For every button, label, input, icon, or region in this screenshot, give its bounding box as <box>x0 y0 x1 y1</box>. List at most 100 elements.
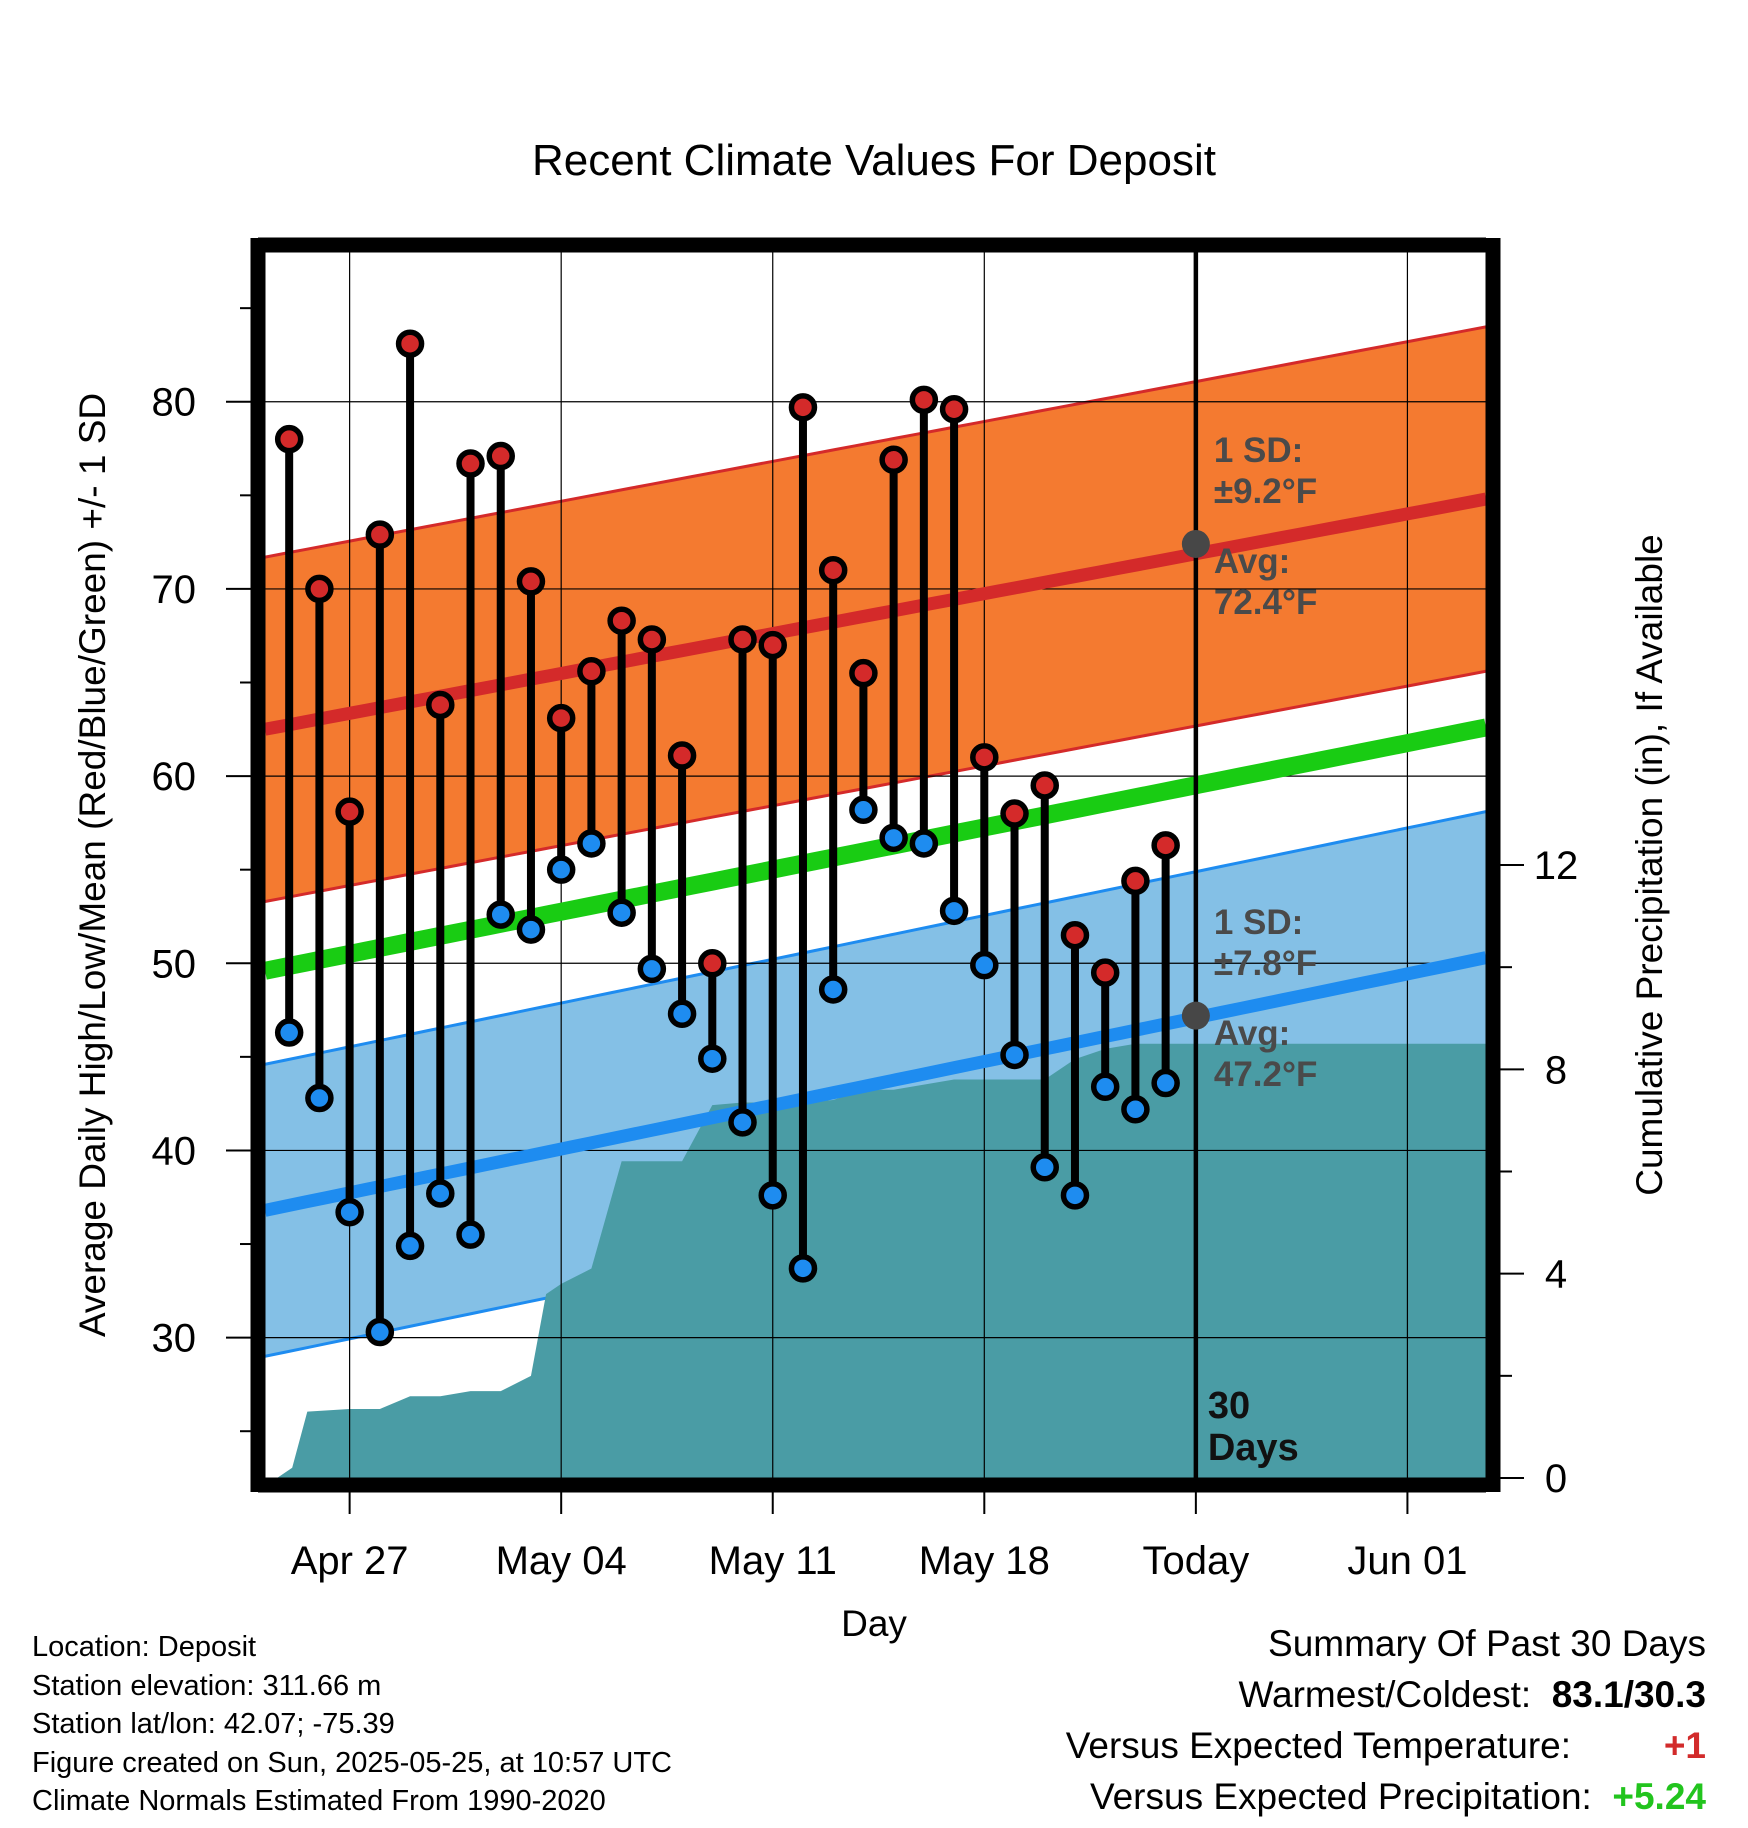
temp-label: Versus Expected Temperature: <box>1065 1725 1571 1766</box>
observed-low-point-25 <box>1000 1040 1029 1070</box>
observed-low-point-2 <box>305 1083 334 1113</box>
observed-low-point-16 <box>728 1108 757 1137</box>
observed-high-point-12 <box>607 606 636 635</box>
y-tick-label-50: 50 <box>152 942 197 986</box>
observed-high-point-16 <box>728 625 757 654</box>
chart-title: Recent Climate Values For Deposit <box>532 136 1216 185</box>
high-avg-marker <box>1181 529 1210 558</box>
observed-high-point-18 <box>788 393 818 422</box>
observed-low-point-24 <box>970 950 999 980</box>
warmest-value: 83.1/30.3 <box>1551 1674 1706 1715</box>
observed-low-point-4 <box>365 1317 395 1347</box>
observed-low-point-8 <box>486 900 515 929</box>
observed-low-point-29 <box>1121 1095 1150 1124</box>
observed-high-point-23 <box>939 394 969 424</box>
x-tick-label-34: May 04 <box>496 1539 627 1583</box>
high-avg-label: Avg: <box>1214 542 1290 581</box>
precip-cumulative-area <box>265 1043 1486 1478</box>
low-sd-label: 1 SD: <box>1214 903 1303 942</box>
observed-low-point-7 <box>456 1220 485 1249</box>
summary-temp-row: Versus Expected Temperature: +1 <box>1066 1720 1706 1771</box>
observed-high-point-5 <box>395 329 425 358</box>
days-count: 30 <box>1208 1385 1250 1427</box>
station-info: Location: Deposit Station elevation: 311… <box>32 1628 672 1821</box>
y2-tick-label-8: 8 <box>1545 1048 1567 1092</box>
observed-high-point-14 <box>667 741 697 770</box>
y2-tick-label-0: 0 <box>1545 1457 1567 1501</box>
low-avg-label: Avg: <box>1214 1014 1290 1053</box>
x-tick-label-48: May 18 <box>919 1539 1050 1583</box>
y-tick-label-70: 70 <box>152 568 197 612</box>
high-sd-label: 1 SD: <box>1214 431 1303 470</box>
observed-high-point-19 <box>818 555 848 585</box>
precip-label: Versus Expected Precipitation: <box>1089 1776 1592 1817</box>
observed-low-point-22 <box>909 829 939 858</box>
observed-high-point-28 <box>1090 958 1120 987</box>
observed-high-point-4 <box>365 520 395 549</box>
x-tick-label-27: Apr 27 <box>291 1539 409 1583</box>
observed-high-point-24 <box>970 743 999 772</box>
plot-frame <box>250 237 1501 1493</box>
observed-low-point-11 <box>577 829 606 858</box>
observed-high-point-6 <box>426 690 455 720</box>
observed-high-point-9 <box>516 567 546 596</box>
observed-low-point-3 <box>335 1197 364 1227</box>
observed-low-point-17 <box>758 1181 787 1210</box>
normals-text: Climate Normals Estimated From 1990-2020 <box>32 1785 606 1817</box>
observed-low-point-23 <box>939 896 969 926</box>
observed-high-point-1 <box>274 424 304 454</box>
summary-title: Summary Of Past 30 Days <box>1268 1623 1706 1664</box>
summary-precip-row: Versus Expected Precipitation: +5.24 <box>1066 1771 1706 1822</box>
observed-low-point-18 <box>788 1254 818 1283</box>
observed-low-point-21 <box>879 823 908 853</box>
axes: 30 40 50 60 70 80 0 4 8 12 Apr 27 May 04 May 11 May 1… <box>152 307 1579 1583</box>
observed-low-point-27 <box>1060 1181 1090 1210</box>
observed-high-point-7 <box>456 449 485 478</box>
observed-low-point-13 <box>637 954 667 984</box>
observed-low-point-20 <box>849 795 878 825</box>
latlon-text: Station lat/lon: 42.07; -75.39 <box>32 1708 395 1740</box>
observed-high-point-30 <box>1151 831 1180 860</box>
y2-tick-label-4: 4 <box>1545 1253 1567 1297</box>
observed-high-point-29 <box>1121 866 1150 896</box>
high-sd-value: ±9.2°F <box>1214 472 1317 511</box>
observed-high-point-22 <box>909 385 939 415</box>
x-tick-label-62: Jun 01 <box>1347 1539 1467 1583</box>
observed-high-point-8 <box>486 441 515 471</box>
low-avg-marker <box>1181 1001 1210 1030</box>
plot-area <box>265 252 1486 1478</box>
days-label: Days <box>1208 1427 1299 1469</box>
y-tick-label-30: 30 <box>152 1317 197 1361</box>
y-axis-label: Average Daily High/Low/Mean (Red/Blue/Gr… <box>72 393 113 1337</box>
observed-high-point-13 <box>637 625 667 654</box>
y2-axis-label: Cumulative Precipitation (in), If Availa… <box>1629 534 1670 1196</box>
observed-high-point-11 <box>577 657 606 686</box>
observed-high-point-17 <box>758 630 787 660</box>
y-tick-label-80: 80 <box>152 381 197 425</box>
observed-high-point-27 <box>1060 920 1090 950</box>
observed-low-point-5 <box>395 1231 425 1261</box>
observed-high-point-10 <box>546 703 576 733</box>
y2-tick-label-12: 12 <box>1534 844 1579 888</box>
x-tick-label-55: Today <box>1142 1539 1249 1583</box>
observed-low-point-15 <box>698 1044 727 1073</box>
location-text: Location: Deposit <box>32 1631 257 1663</box>
observed-high-point-2 <box>305 574 334 604</box>
observed-high-point-3 <box>335 797 364 826</box>
observed-low-point-28 <box>1090 1072 1120 1102</box>
y-tick-label-60: 60 <box>152 755 197 799</box>
observed-low-point-9 <box>516 915 546 944</box>
observed-low-point-6 <box>426 1179 455 1208</box>
observed-high-point-15 <box>698 949 727 978</box>
summary-panel: Summary Of Past 30 Days Warmest/Coldest:… <box>1066 1618 1706 1822</box>
observations <box>274 329 1180 1347</box>
observed-low-point-10 <box>546 855 576 884</box>
observed-high-point-26 <box>1030 771 1059 800</box>
precip-value: +5.24 <box>1612 1776 1706 1817</box>
created-text: Figure created on Sun, 2025-05-25, at 10… <box>32 1746 672 1779</box>
observed-low-point-19 <box>818 975 848 1004</box>
observed-low-point-12 <box>607 898 636 927</box>
x-tick-label-41: May 11 <box>709 1539 837 1583</box>
